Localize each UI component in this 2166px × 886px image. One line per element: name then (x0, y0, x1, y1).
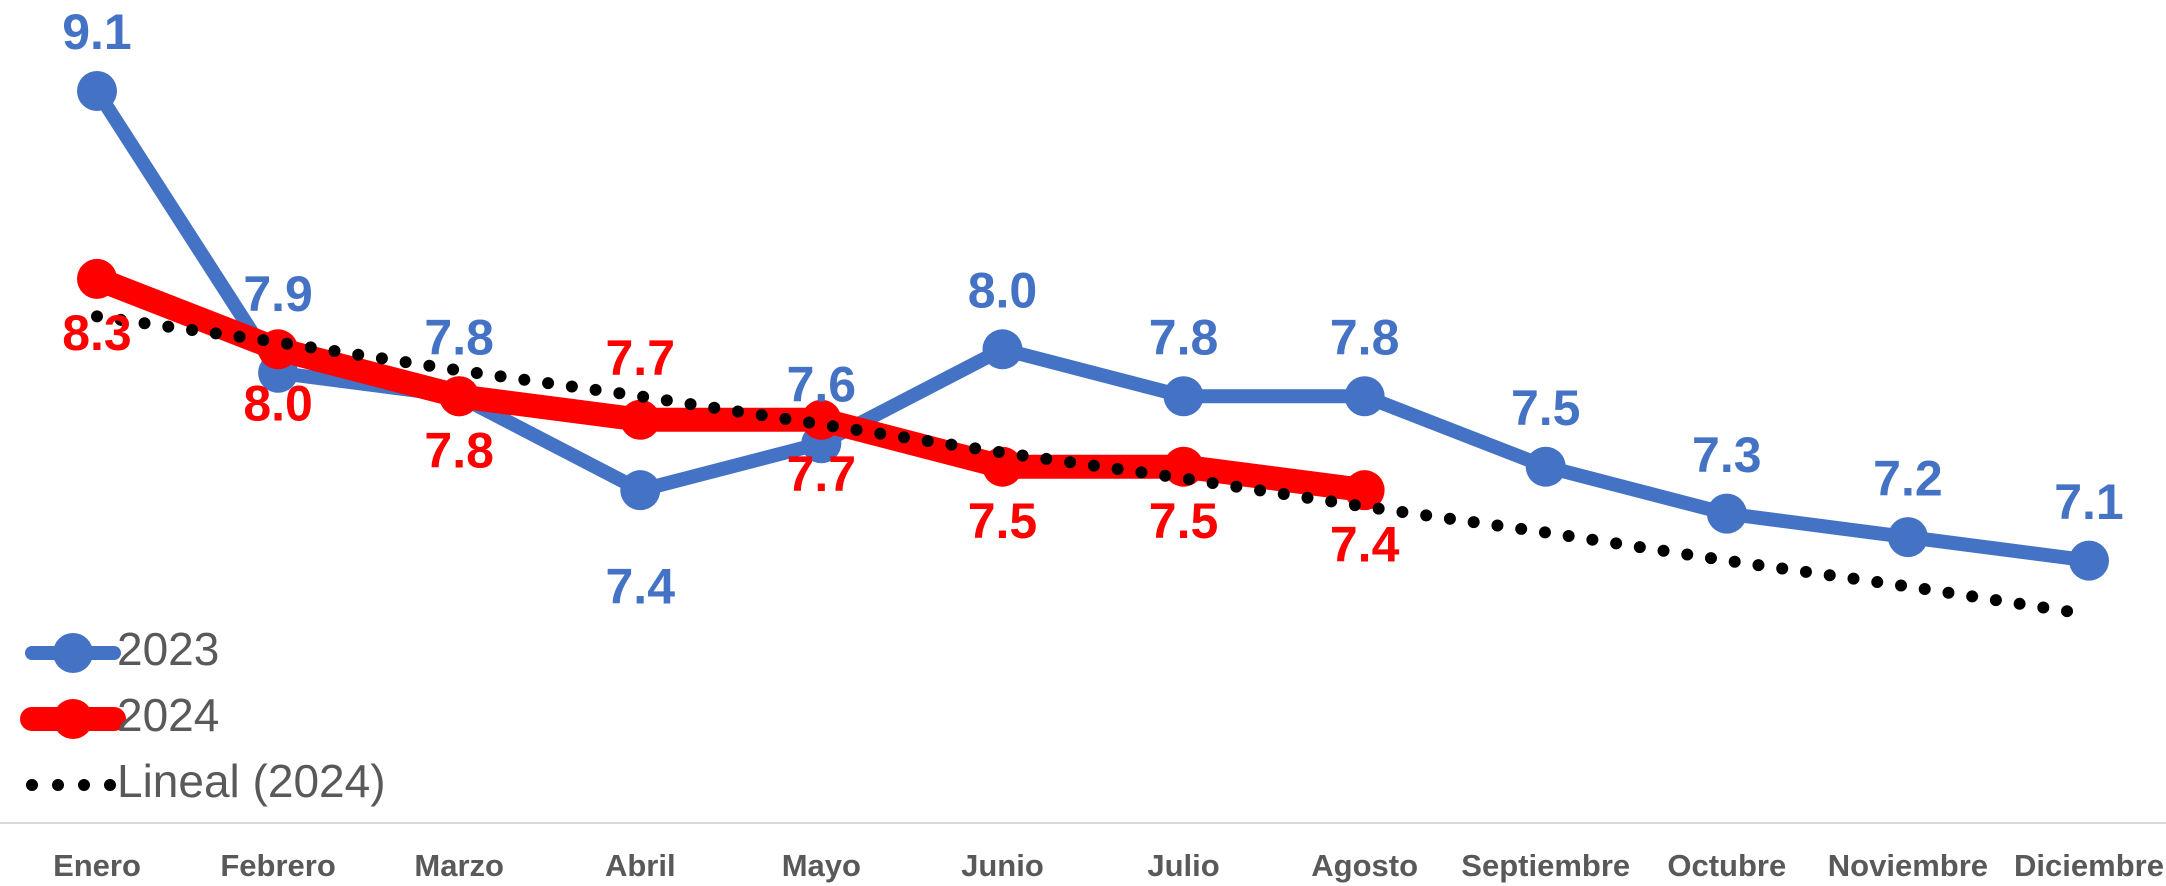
marker (439, 376, 480, 417)
data-label: 7.5 (1511, 380, 1581, 436)
marker (77, 258, 117, 299)
legend-marker (53, 699, 93, 739)
series-line (85, 266, 1377, 503)
series-line (91, 310, 2095, 621)
marker (982, 446, 1023, 487)
x-tick-label: Abril (605, 848, 676, 883)
data-label: 7.8 (1149, 309, 1219, 365)
data-label: 7.3 (1692, 427, 1762, 483)
data-label: 7.4 (1330, 516, 1400, 572)
data-label: 7.8 (424, 309, 494, 365)
marker (620, 470, 661, 511)
data-label: 8.3 (62, 305, 132, 361)
marker (1525, 446, 1566, 487)
data-label: 9.1 (62, 4, 132, 60)
data-label: 7.7 (606, 330, 676, 386)
x-tick-label: Enero (53, 848, 141, 883)
data-label: 7.4 (606, 558, 676, 614)
x-tick-label: Marzo (414, 848, 504, 883)
x-tick-label: Mayo (782, 848, 861, 883)
legend-label: 2024 (117, 689, 219, 741)
marker (1344, 376, 1385, 417)
x-tick-label: Agosto (1311, 848, 1418, 883)
x-tick-label: Febrero (220, 848, 335, 883)
marker (1163, 376, 1204, 417)
legend-marker (53, 633, 93, 673)
data-label: 7.8 (1330, 309, 1400, 365)
x-tick-label: Junio (961, 848, 1044, 883)
data-label: 7.9 (243, 266, 313, 322)
series-line (90, 84, 2096, 568)
x-tick-label: Noviembre (1828, 848, 1988, 883)
marker (77, 71, 117, 112)
data-label: 7.6 (787, 356, 857, 412)
data-label: 7.5 (1149, 493, 1219, 549)
marker (2069, 540, 2109, 581)
legend-label: 2023 (117, 623, 219, 675)
data-label: 7.5 (968, 493, 1038, 549)
x-tick-label: Julio (1147, 848, 1219, 883)
marker (1887, 517, 1928, 558)
data-label: 7.1 (2054, 474, 2124, 530)
data-label: 8.0 (243, 376, 313, 432)
marker (1706, 493, 1747, 534)
x-tick-label: Diciembre (2014, 848, 2164, 883)
marker (620, 399, 661, 440)
data-label: 7.7 (787, 446, 857, 502)
x-tick-label: Septiembre (1461, 848, 1630, 883)
legend-label: Lineal (2024) (117, 755, 386, 807)
marker (982, 329, 1023, 370)
x-tick-label: Octubre (1667, 848, 1786, 883)
data-label: 7.8 (424, 422, 494, 478)
data-label: 7.2 (1873, 450, 1943, 506)
data-label: 8.0 (968, 263, 1038, 319)
